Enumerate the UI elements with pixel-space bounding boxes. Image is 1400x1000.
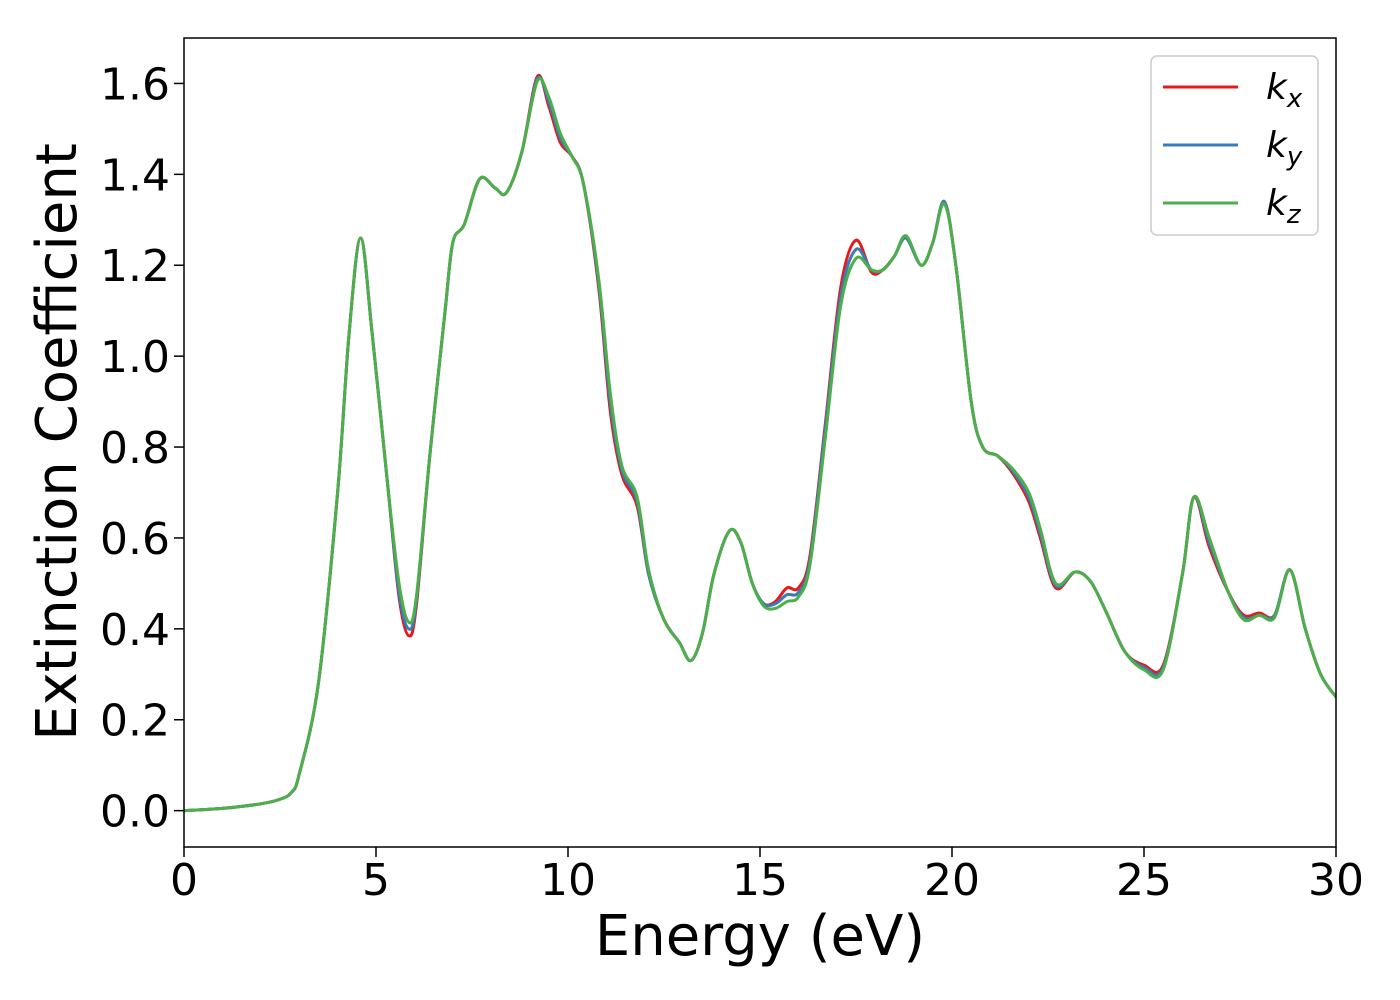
series-line-kz [184,77,1336,813]
y-tick-label: 1.0 [100,332,170,383]
y-tick-label: 0.4 [100,605,170,656]
y-tick-label: 0.6 [100,514,170,565]
legend-item-ky: ky [1163,125,1303,172]
y-axis: 0.0 0.2 0.4 0.6 0.8 1.0 1.2 1.4 1.6 [100,59,184,838]
y-tick-label: 0.2 [100,696,170,747]
plot-area [183,37,1337,848]
legend-item-kz: kz [1163,183,1302,230]
x-tick-label: 25 [1116,855,1172,906]
series-group [184,73,1336,813]
y-tick-label: 1.4 [100,150,170,201]
x-tick-label: 5 [362,855,390,906]
y-axis-label: Extinction Coefficient [25,143,90,741]
x-axis-label: Energy (eV) [595,904,925,969]
legend-item-kx: kx [1163,67,1303,114]
legend-label: kx [1266,67,1303,114]
y-tick-label: 1.2 [100,241,170,292]
x-tick-label: 0 [170,855,198,906]
legend-label: kz [1266,183,1302,230]
legend-items: kx ky kz [1163,67,1303,230]
legend: kx ky kz [1150,55,1319,236]
x-tick-label: 20 [924,855,980,906]
y-tick-label: 0.0 [100,787,170,838]
x-tick-label: 15 [732,855,788,906]
x-axis: 0 5 10 15 20 25 30 [170,847,1364,906]
y-tick-label: 1.6 [100,59,170,110]
legend-label: ky [1266,125,1303,172]
x-tick-label: 10 [540,855,596,906]
y-tick-label: 0.8 [100,423,170,474]
x-tick-label: 30 [1308,855,1364,906]
